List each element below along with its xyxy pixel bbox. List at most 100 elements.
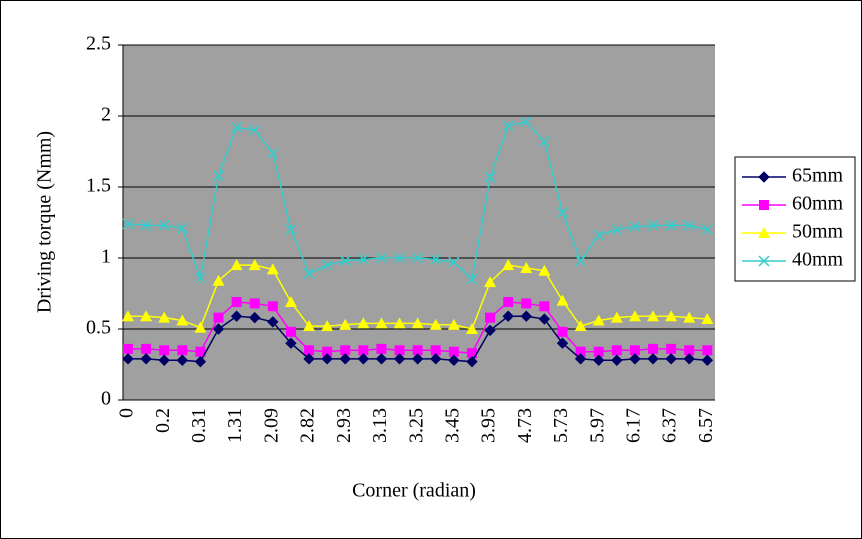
data-point [484, 276, 497, 288]
data-point [357, 353, 370, 365]
data-point [357, 253, 369, 265]
x-tick-label: 5.97 [586, 408, 608, 443]
data-point [248, 259, 261, 271]
data-point [628, 310, 641, 322]
x-tick-label: 0 [116, 408, 138, 418]
data-point [556, 294, 569, 306]
x-tick-label: 6.17 [623, 408, 645, 443]
data-point [502, 259, 515, 271]
data-point [194, 321, 207, 333]
data-point [284, 296, 297, 308]
data-point [303, 268, 315, 280]
data-point [303, 353, 315, 365]
data-point [666, 343, 677, 354]
data-point [158, 219, 170, 231]
data-point [412, 345, 423, 356]
data-point [122, 218, 134, 230]
legend-marker [758, 227, 770, 238]
x-tick-label: 0.31 [188, 408, 210, 443]
data-point [538, 264, 551, 276]
data-point [213, 312, 224, 323]
data-point [140, 310, 153, 322]
data-point [358, 345, 369, 356]
data-point [647, 219, 659, 231]
x-tick-label: 1.31 [224, 408, 246, 443]
data-point [340, 345, 351, 356]
data-point [158, 354, 170, 366]
plot-area [123, 45, 715, 400]
data-point [212, 323, 225, 335]
data-point [176, 354, 189, 366]
data-point [538, 136, 550, 148]
data-point [267, 147, 279, 159]
data-point [683, 219, 695, 231]
data-point [465, 323, 478, 334]
data-point [304, 345, 315, 356]
data-point [665, 310, 678, 322]
data-point [375, 353, 388, 365]
y-tick-label: 2.5 [86, 33, 111, 55]
data-point [430, 253, 442, 265]
data-point [648, 343, 659, 354]
data-point [394, 345, 405, 356]
x-tick-label: 3.13 [369, 408, 391, 443]
data-point [249, 311, 261, 324]
x-tick-label: 2.82 [297, 408, 319, 443]
data-point [574, 320, 587, 332]
data-point [702, 345, 713, 356]
data-point [393, 353, 406, 365]
y-tick-label: 1 [101, 246, 111, 268]
data-point [375, 317, 388, 329]
y-tick-label: 2 [101, 104, 111, 126]
data-point [665, 353, 677, 365]
data-point [267, 301, 278, 312]
data-point [629, 353, 641, 365]
y-tick-label: 1.5 [86, 175, 111, 197]
data-point [575, 255, 587, 267]
data-point [556, 207, 569, 219]
data-point [610, 311, 623, 323]
data-point [231, 121, 243, 133]
data-point [158, 311, 171, 323]
data-point [539, 301, 550, 312]
legend-marker [758, 171, 770, 183]
data-point [285, 337, 297, 349]
legend-label: 65mm [792, 165, 844, 187]
data-point [249, 298, 260, 309]
data-point [485, 312, 496, 323]
data-point [285, 326, 296, 337]
legend-label: 40mm [792, 249, 844, 271]
y-tick-label: 0.5 [86, 317, 111, 339]
data-point [448, 256, 460, 268]
data-point [122, 353, 134, 365]
data-point [556, 337, 569, 349]
x-tick-label: 3.95 [478, 408, 500, 443]
data-point [683, 353, 695, 365]
data-point [521, 298, 532, 309]
data-point [503, 297, 514, 308]
data-point [629, 345, 640, 356]
data-point [430, 353, 442, 365]
data-point [140, 219, 152, 231]
data-point [123, 343, 133, 354]
data-point [701, 224, 713, 236]
data-point [448, 346, 459, 357]
data-point [557, 326, 568, 337]
y-axis-title: Driving torque (Nmm) [34, 131, 56, 313]
data-point [212, 274, 225, 286]
data-point [140, 353, 152, 365]
data-point [502, 310, 514, 322]
data-point [339, 353, 351, 365]
data-point [141, 343, 152, 354]
data-point [177, 345, 188, 356]
data-point [665, 219, 677, 231]
data-point [447, 318, 460, 330]
data-point [593, 346, 604, 357]
data-point [195, 346, 206, 357]
data-point [502, 120, 514, 132]
legend-marker [759, 200, 769, 210]
data-point [592, 354, 605, 366]
data-point [176, 314, 189, 326]
